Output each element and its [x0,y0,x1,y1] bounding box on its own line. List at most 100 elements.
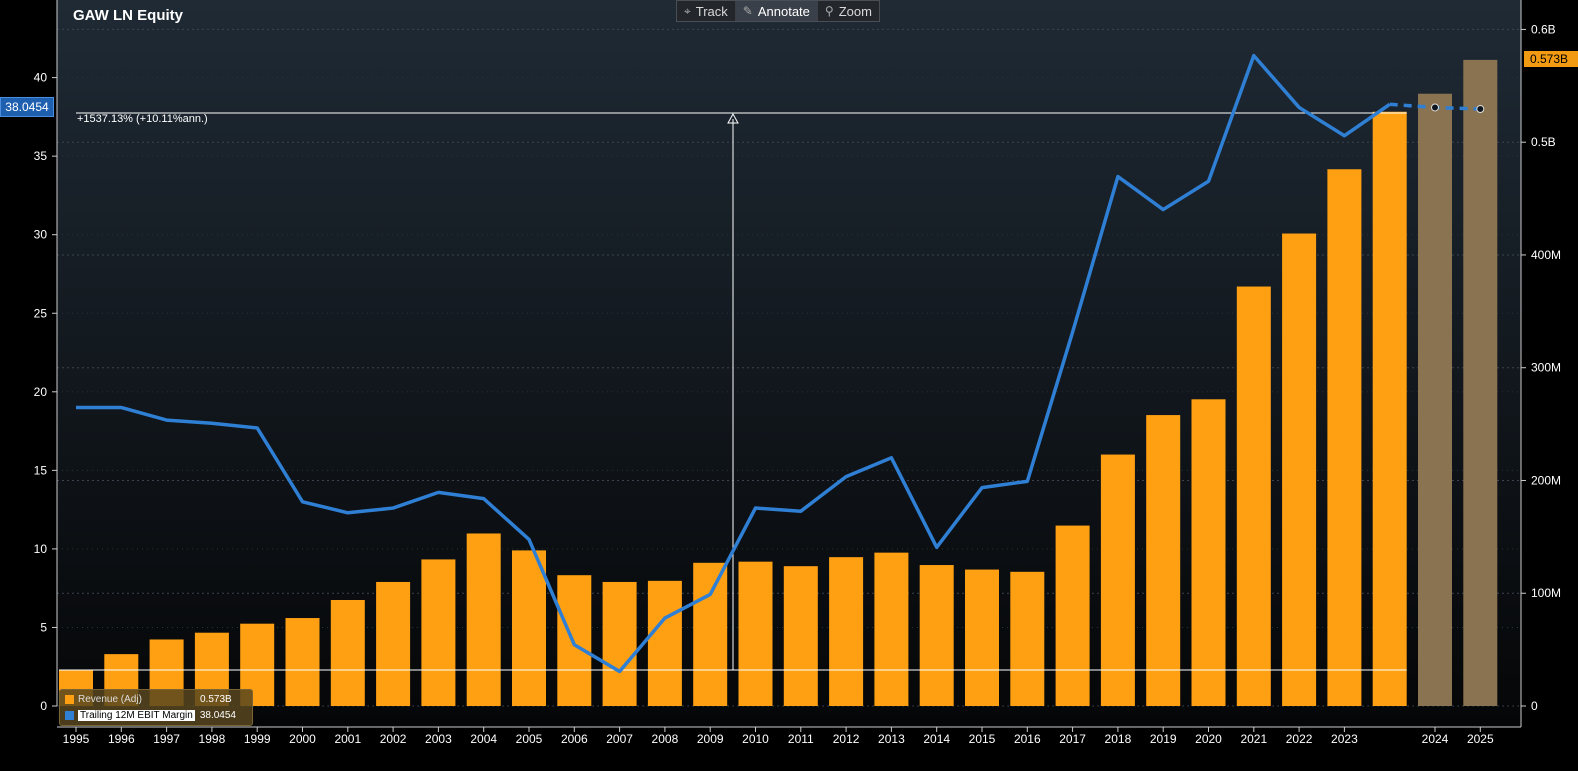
legend-ebit-label: Trailing 12M EBIT Margin [78,709,195,721]
x-tick-label: 2005 [516,732,543,746]
revenue-bar [738,561,773,706]
x-tick-label: 1997 [153,732,180,746]
x-tick-label: 2011 [788,732,814,746]
x-tick-label: 2013 [878,732,905,746]
legend-revenue-value: 0.573B [200,693,232,705]
zoom-button[interactable]: ⚲ Zoom [818,1,879,21]
revenue-bar [1327,169,1362,706]
left-tick-label: 5 [40,620,47,634]
revenue-bar [466,533,501,706]
crosshair-icon: ⌖ [684,3,691,18]
revenue-bar [1463,59,1498,706]
x-tick-label: 2022 [1286,732,1313,746]
x-tick-label: 2016 [1014,732,1041,746]
x-tick-label: 2006 [561,732,588,746]
right-tick-label: 100M [1531,586,1561,600]
revenue-bars [59,59,1498,706]
revenue-swatch [65,694,74,704]
right-tick-label: 0.5B [1531,135,1556,149]
revenue-bar [1191,399,1226,706]
x-tick-label: 2010 [742,732,769,746]
revenue-bar [693,562,728,706]
revenue-last-value-tag: 0.573B [1524,51,1578,67]
pencil-icon: ✎ [742,4,753,18]
revenue-bar [783,566,818,706]
left-tick-label: 25 [34,306,48,320]
revenue-bar [512,550,546,706]
annotation-label: +1537.13% (+10.11%ann.) [77,113,208,125]
x-tick-label: 2008 [652,732,679,746]
revenue-bar [647,580,682,706]
revenue-bar [829,557,864,706]
x-tick-label: 2023 [1331,732,1358,746]
x-tick-label: 2012 [833,732,860,746]
x-tick-label: 1998 [199,732,226,746]
x-tick-label: 2015 [969,732,996,746]
ebit-estimate-point [1476,105,1485,114]
left-tick-label: 30 [34,228,48,242]
x-tick-label: 1995 [63,732,90,746]
right-tick-label: 0.6B [1531,22,1556,36]
x-tick-label: 1999 [244,732,271,746]
left-tick-label: 10 [34,542,48,556]
ebit-last-value-tag: 38.0454 [0,97,54,117]
left-tick-label: 40 [34,71,48,85]
x-tick-label: 2007 [606,732,633,746]
x-tick-label: 2004 [470,732,497,746]
left-tick-label: 35 [34,149,48,163]
revenue-bar [874,552,909,706]
legend-item-ebit[interactable]: Trailing 12M EBIT Margin 38.0454 [60,708,252,722]
x-tick-label: 2001 [334,732,361,746]
revenue-bar [330,600,365,706]
legend-item-revenue[interactable]: Revenue (Adj) 0.573B [60,692,252,706]
x-tick-label: 2018 [1105,732,1132,746]
annotation-arrow [727,112,739,124]
x-tick-label: 2009 [697,732,724,746]
annotate-button[interactable]: ✎ Annotate [735,1,818,21]
x-tick-label: 2014 [923,732,950,746]
axes: 05101520253035400100M200M300M400M0.5B0.6… [34,0,1561,746]
revenue-bar [1418,93,1452,706]
revenue-bar [1146,415,1181,706]
left-tick-label: 15 [34,463,48,477]
right-tick-label: 300M [1531,361,1561,375]
legend-revenue-label: Revenue (Adj) [78,693,142,705]
track-label: Track [695,3,728,19]
x-tick-label: 2017 [1059,732,1086,746]
annotate-label: Annotate [757,3,810,19]
annotation-lines [59,112,1407,671]
x-tick-label: 2024 [1422,732,1449,746]
magnifier-icon: ⚲ [824,4,834,18]
right-tick-label: 400M [1531,248,1561,262]
x-tick-label: 2000 [289,732,316,746]
chart-toolbar: ⌖ Track ✎ Annotate ⚲ Zoom [676,0,880,22]
revenue-bar [1055,525,1090,706]
revenue-bar [1282,233,1317,706]
legend[interactable]: Revenue (Adj) 0.573B Trailing 12M EBIT M… [59,689,253,726]
revenue-bar [602,581,637,706]
revenue-bar [1372,111,1407,706]
right-tick-label: 200M [1531,473,1561,487]
revenue-bar [421,559,456,706]
revenue-bar [285,618,320,706]
revenue-bar [376,581,411,706]
left-tick-label: 0 [40,699,47,713]
legend-ebit-value: 38.0454 [199,709,236,721]
x-tick-label: 1996 [108,732,135,746]
track-button[interactable]: ⌖ Track [677,1,736,21]
ebit-estimate-point [1431,103,1439,112]
revenue-bar [1236,286,1271,706]
zoom-label: Zoom [838,3,872,19]
ebit-swatch [65,710,74,720]
right-tick-label: 0 [1531,699,1538,713]
revenue-bar [919,565,954,706]
x-tick-label: 2020 [1195,732,1222,746]
x-tick-label: 2003 [425,732,452,746]
ebit-margin-line [76,53,1485,674]
x-tick-label: 2025 [1467,732,1494,746]
x-tick-label: 2002 [380,732,407,746]
chart-title: GAW LN Equity [73,7,183,24]
left-tick-label: 20 [34,385,48,399]
x-tick-label: 2019 [1150,732,1177,746]
